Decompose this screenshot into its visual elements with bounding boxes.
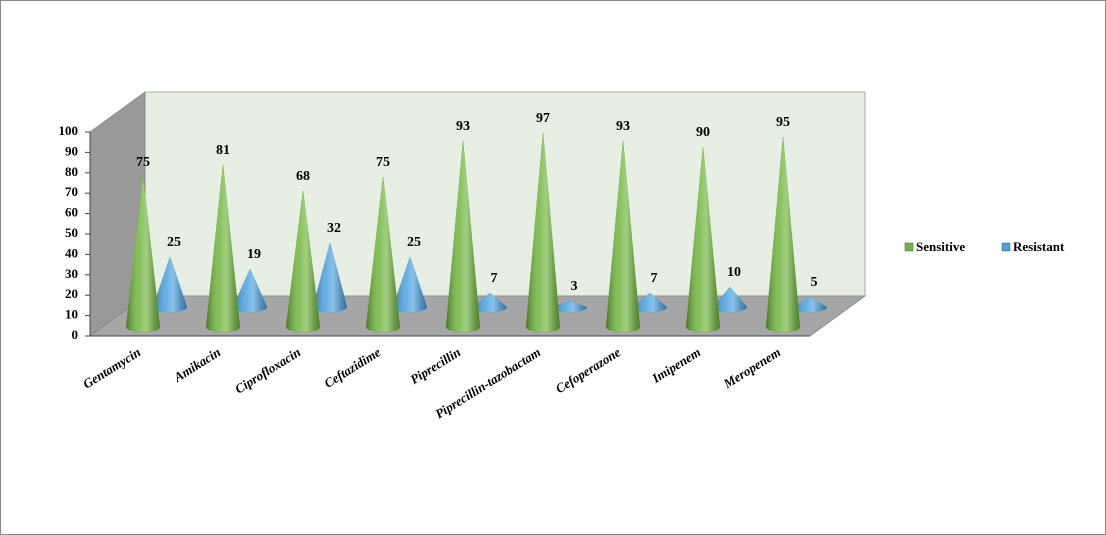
data-label: 90 (696, 125, 710, 140)
data-label: 7 (491, 271, 498, 286)
y-tick-label: 100 (59, 123, 79, 138)
data-label: 25 (407, 235, 421, 250)
data-label: 93 (616, 119, 630, 134)
data-label: 25 (167, 235, 181, 250)
cone-shade (473, 293, 507, 312)
cone-shade (393, 257, 427, 312)
data-label: 75 (136, 155, 150, 170)
cone (285, 190, 321, 333)
data-label: 19 (247, 247, 261, 262)
cone-shade (633, 293, 667, 312)
cone (365, 176, 401, 333)
y-tick-label: 0 (72, 327, 79, 342)
y-tick-label: 80 (65, 164, 78, 179)
cone (765, 136, 801, 333)
cone (125, 176, 161, 333)
cone-shade (686, 147, 720, 332)
cone-shade (233, 269, 267, 312)
y-tick-label: 90 (65, 143, 78, 158)
cone-shade (313, 243, 347, 312)
y-tick-label: 10 (65, 307, 78, 322)
legend-swatch (1001, 242, 1011, 252)
cone (205, 164, 241, 333)
data-label: 97 (536, 111, 550, 126)
data-label: 68 (296, 169, 310, 184)
legend-label: Resistant (1013, 239, 1065, 254)
cone (525, 132, 561, 333)
cone (445, 140, 481, 333)
cone-shade (526, 133, 560, 332)
data-label: 93 (456, 119, 470, 134)
cone-shade (153, 257, 187, 312)
cone (605, 140, 641, 333)
data-label: 3 (571, 279, 578, 294)
data-label: 32 (327, 221, 341, 236)
legend-swatch (904, 242, 914, 252)
y-tick-label: 70 (65, 184, 78, 199)
data-label: 10 (727, 265, 741, 280)
cone-shade (553, 301, 587, 312)
data-label: 7 (651, 271, 658, 286)
y-tick-label: 40 (65, 245, 78, 260)
cone-shade (766, 137, 800, 332)
y-tick-label: 50 (65, 225, 78, 240)
cone (685, 146, 721, 333)
y-tick-label: 30 (65, 266, 78, 281)
legend-label: Sensitive (916, 239, 965, 254)
cone-shade (206, 165, 240, 332)
cone-shade (286, 191, 320, 332)
cone-shade (713, 287, 747, 312)
data-label: 75 (376, 155, 390, 170)
data-label: 81 (216, 143, 230, 158)
cone-shade (126, 177, 160, 332)
cone-shade (793, 297, 827, 312)
cone-shade (366, 177, 400, 332)
back-wall (144, 91, 866, 297)
cone-shade (446, 141, 480, 332)
cone-shade (606, 141, 640, 332)
data-label: 95 (776, 115, 790, 130)
y-tick-label: 60 (65, 205, 78, 220)
y-tick-label: 20 (65, 286, 78, 301)
data-label: 5 (811, 275, 818, 290)
